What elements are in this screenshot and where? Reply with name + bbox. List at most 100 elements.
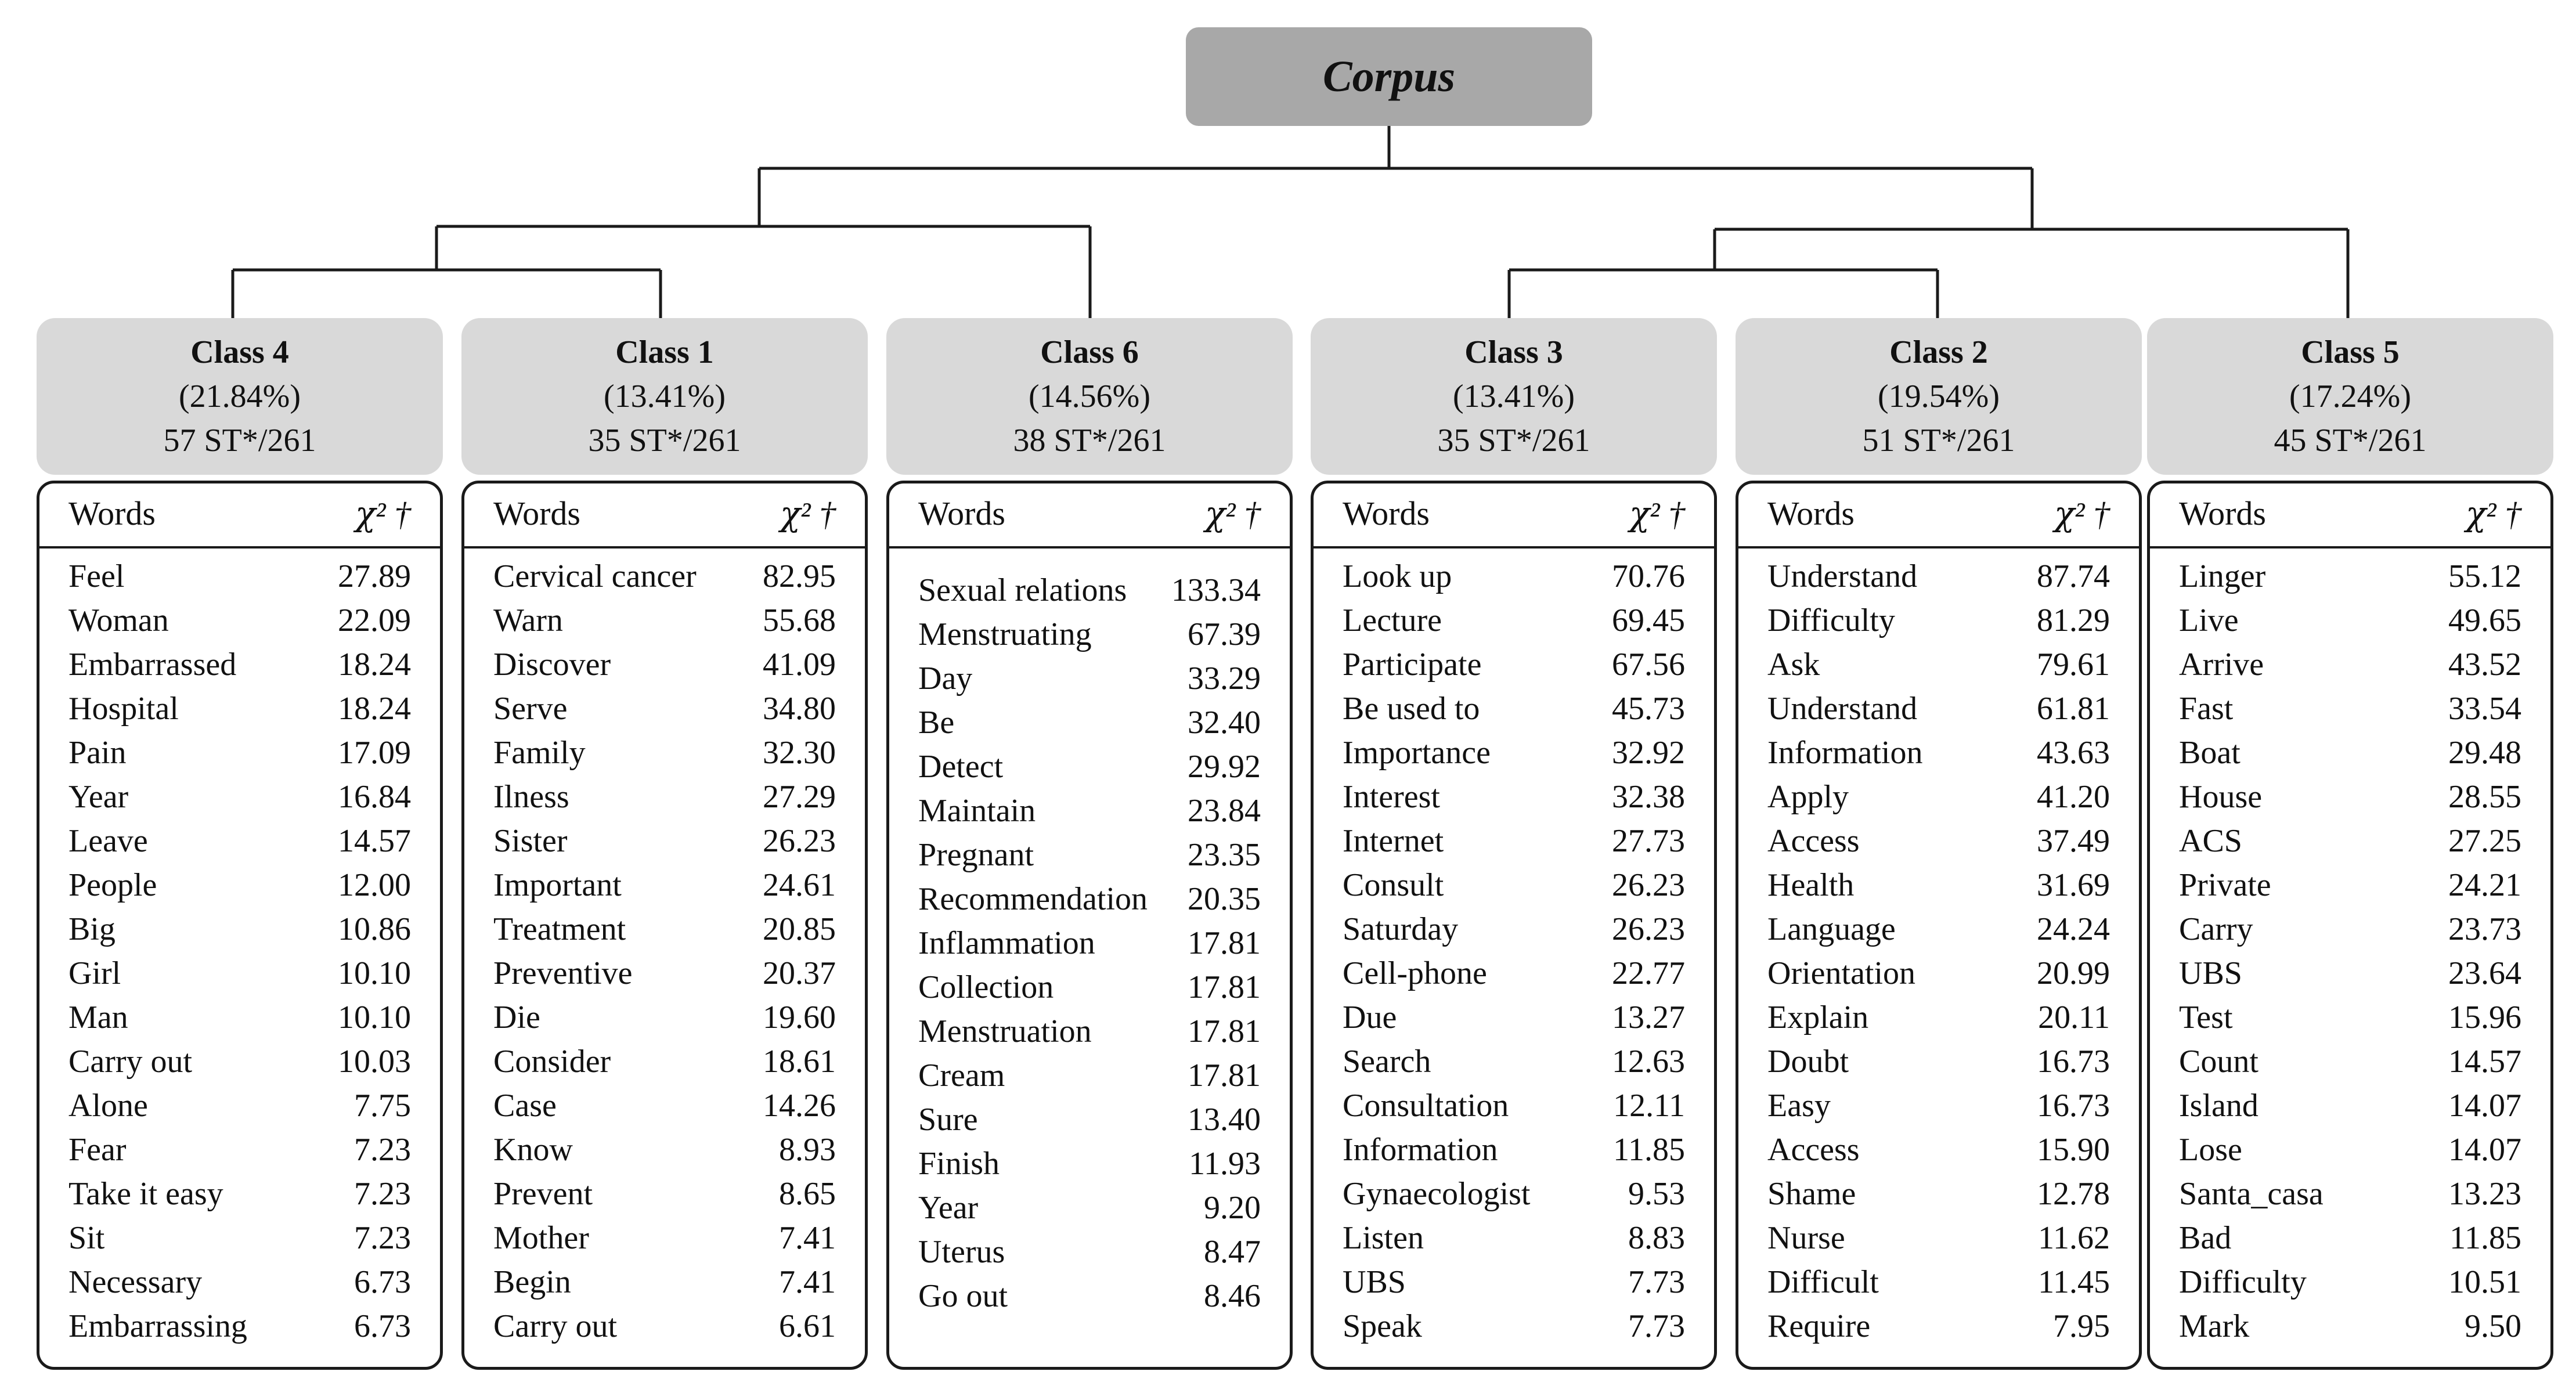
word-cell: Be used to [1343,691,1480,727]
chi-square-cell: 32.30 [763,735,836,771]
words-column-header: Words [493,495,580,532]
table-row: Know 8.93 [464,1131,865,1175]
table-row: Serve 34.80 [464,690,865,734]
word-cell: Listen [1343,1220,1424,1256]
word-cell: Family [493,735,586,771]
words-column-header: Words [918,495,1005,532]
words-table: Words 𝜒² † Look up 70.76 Lecture 69.45 Partici… [1311,481,1717,1370]
chi-square-column-header: 𝜒² † [1204,495,1261,533]
chi-square-cell: 49.65 [2448,602,2521,638]
chi-square-cell: 16.73 [2037,1044,2110,1080]
table-row: Family 32.30 [464,734,865,778]
chi-square-cell: 17.81 [1188,925,1261,961]
word-cell: Ilness [493,779,569,815]
word-cell: Participate [1343,647,1482,683]
word-cell: Consultation [1343,1088,1509,1124]
table-row: Year 16.84 [39,778,440,822]
table-header-row: Words 𝜒² † [39,483,440,548]
table-row: Participate 67.56 [1314,646,1714,690]
word-cell: Inflammation [918,925,1095,961]
table-row: Health 31.69 [1738,867,2139,911]
word-cell: Fear [68,1132,127,1168]
table-row: Interest 32.38 [1314,778,1714,822]
chi-square-cell: 17.81 [1188,969,1261,1005]
table-row: Sure 13.40 [889,1101,1290,1145]
word-cell: Gynaecologist [1343,1176,1531,1212]
table-row: Embarrassing 6.73 [39,1308,440,1352]
chi-square-cell: 17.81 [1188,1058,1261,1094]
class-st-count: 35 ST*/261 [588,423,741,459]
word-cell: Prevent [493,1176,593,1212]
table-row: Alone 7.75 [39,1087,440,1131]
chi-square-cell: 6.61 [779,1308,836,1344]
table-row: Fear 7.23 [39,1131,440,1175]
chi-square-cell: 15.90 [2037,1132,2110,1168]
chi-square-cell: 43.52 [2448,647,2521,683]
class-header: Class 3 (13.41%) 35 ST*/261 [1311,318,1717,475]
table-row: Finish 11.93 [889,1145,1290,1189]
word-cell: Consult [1343,867,1444,903]
chi-square-cell: 11.45 [2038,1264,2110,1300]
words-table: Words 𝜒² † Understand 87.74 Difficulty 81.29 A… [1736,481,2142,1370]
table-row: Lose 14.07 [2150,1131,2550,1175]
word-cell: Warn [493,602,563,638]
words-column-header: Words [1343,495,1430,532]
word-cell: Man [68,999,128,1035]
word-cell: Ask [1767,647,1820,683]
table-row: Hospital 18.24 [39,690,440,734]
table-row: Important 24.61 [464,867,865,911]
table-row: Island 14.07 [2150,1087,2550,1131]
chi-square-cell: 20.37 [763,955,836,991]
word-cell: Serve [493,691,568,727]
chi-square-cell: 12.00 [338,867,411,903]
table-row: Information 11.85 [1314,1131,1714,1175]
chi-square-cell: 14.57 [338,823,411,859]
chi-square-cell: 67.39 [1188,616,1261,652]
word-cell: Language [1767,911,1896,947]
table-row: Detect 29.92 [889,748,1290,792]
table-row: Language 24.24 [1738,911,2139,955]
chi-square-cell: 28.55 [2448,779,2521,815]
table-row: Die 19.60 [464,999,865,1043]
chi-square-cell: 18.61 [763,1044,836,1080]
table-row: Ask 79.61 [1738,646,2139,690]
table-row: Shame 12.78 [1738,1175,2139,1219]
chi-square-cell: 82.95 [763,558,836,594]
class-column-6: Class 5 (17.24%) 45 ST*/261 Words 𝜒² † Linger… [2147,318,2553,1370]
table-body: Sexual relations 133.34 Menstruating 67.39 D… [889,572,1290,1322]
word-cell: Due [1343,999,1397,1035]
class-percent: (14.56%) [1029,378,1150,414]
word-cell: Test [2179,999,2233,1035]
word-cell: Access [1767,1132,1860,1168]
word-cell: Collection [918,969,1054,1005]
table-row: Apply 41.20 [1738,778,2139,822]
table-row: UBS 23.64 [2150,955,2550,999]
table-row: Access 37.49 [1738,822,2139,867]
chi-square-cell: 55.12 [2448,558,2521,594]
chi-square-cell: 12.11 [1613,1088,1685,1124]
class-header: Class 4 (21.84%) 57 ST*/261 [37,318,443,475]
table-header-row: Words 𝜒² † [889,483,1290,548]
chi-square-cell: 22.77 [1612,955,1685,991]
table-row: Warn 55.68 [464,602,865,646]
chi-square-cell: 23.35 [1188,837,1261,873]
word-cell: Doubt [1767,1044,1849,1080]
table-row: Test 15.96 [2150,999,2550,1043]
words-table: Words 𝜒² † Cervical cancer 82.95 Warn 55.68 Di… [461,481,868,1370]
word-cell: Nurse [1767,1220,1845,1256]
table-row: Sister 26.23 [464,822,865,867]
chi-square-cell: 33.54 [2448,691,2521,727]
words-column-header: Words [1767,495,1855,532]
word-cell: Speak [1343,1308,1422,1344]
table-row: Speak 7.73 [1314,1308,1714,1352]
chi-square-cell: 45.73 [1612,691,1685,727]
chi-square-cell: 29.48 [2448,735,2521,771]
table-row: Count 14.57 [2150,1043,2550,1087]
table-body: Cervical cancer 82.95 Warn 55.68 Discover 41.… [464,558,865,1352]
chi-square-cell: 27.89 [338,558,411,594]
chi-square-cell: 43.63 [2037,735,2110,771]
word-cell: Die [493,999,540,1035]
chi-square-cell: 37.49 [2037,823,2110,859]
word-cell: Feel [68,558,125,594]
